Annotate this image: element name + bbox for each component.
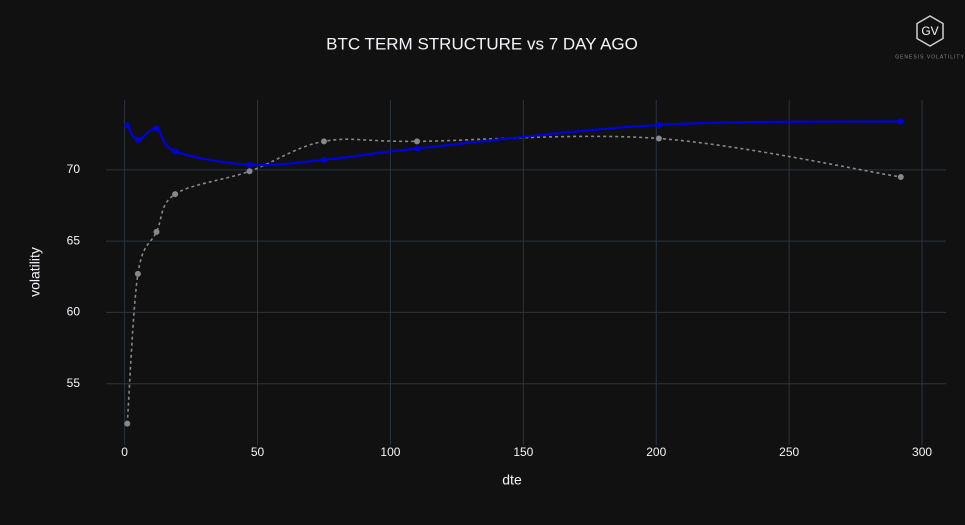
x-tick-label: 150: [513, 445, 533, 459]
y-tick-label: 70: [67, 162, 81, 176]
data-point: [320, 138, 327, 145]
x-tick-label: 250: [779, 445, 799, 459]
logo: GV GENESIS VOLATILITY: [895, 15, 965, 60]
data-point: [897, 118, 904, 125]
data-point: [655, 121, 662, 128]
logo-text: GENESIS VOLATILITY: [895, 54, 965, 60]
data-point: [124, 420, 131, 427]
x-tick-label: 0: [121, 445, 128, 459]
data-point: [172, 191, 179, 198]
x-tick-label: 50: [251, 445, 265, 459]
data-point: [172, 148, 179, 155]
data-point: [246, 161, 253, 168]
y-axis-title: volatility: [27, 247, 43, 297]
data-point: [153, 125, 160, 132]
data-point: [153, 228, 160, 235]
data-point: [246, 168, 253, 175]
logo-hexagon: [916, 15, 944, 47]
data-point: [320, 156, 327, 163]
y-tick-label: 60: [67, 305, 81, 319]
x-axis-title: dte: [502, 472, 522, 488]
data-point: [414, 145, 421, 152]
series-line: [126, 120, 901, 167]
y-tick-label: 55: [67, 376, 81, 390]
data-point: [897, 173, 904, 180]
data-point: [655, 135, 662, 142]
data-point: [124, 122, 131, 129]
x-tick-label: 100: [380, 445, 400, 459]
logo-mark: GV: [921, 24, 938, 38]
x-tick-label: 200: [646, 445, 666, 459]
data-point: [134, 270, 141, 277]
data-point: [134, 136, 141, 143]
x-tick-label: 300: [912, 445, 932, 459]
y-tick-label: 65: [67, 233, 81, 247]
data-point: [414, 138, 421, 145]
chart-title: BTC TERM STRUCTURE vs 7 DAY AGO: [326, 34, 638, 53]
